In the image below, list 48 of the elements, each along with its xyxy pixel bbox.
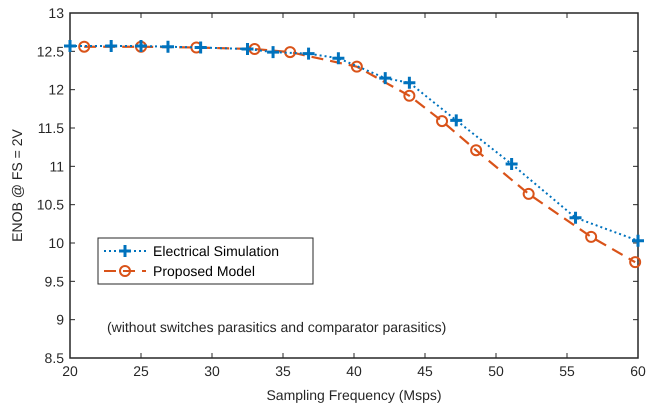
x-tick-label: 45 [417, 363, 433, 379]
point [378, 70, 393, 86]
point [160, 39, 176, 54]
point [522, 188, 535, 200]
point [403, 90, 416, 102]
x-tick-label: 35 [275, 363, 291, 379]
y-tick-label: 9 [56, 312, 64, 328]
annotation: (without switches parasitics and comparator parasitics) [107, 319, 446, 335]
point [78, 40, 90, 53]
y-tick-label: 8.5 [44, 350, 64, 366]
x-tick-label: 20 [62, 363, 78, 379]
point [436, 115, 448, 128]
point [62, 38, 78, 54]
x-tick-label: 60 [630, 363, 646, 379]
point [504, 156, 520, 172]
point [104, 38, 119, 54]
point [402, 75, 417, 90]
point [568, 210, 584, 226]
point [448, 112, 464, 128]
point [585, 230, 598, 243]
y-tick-label: 12 [48, 82, 64, 98]
y-tick-label: 9.5 [44, 273, 64, 290]
y-tick-label: 11.5 [38, 120, 64, 136]
point [284, 46, 296, 58]
x-tick-label: 55 [559, 363, 575, 379]
x-tick-label: 40 [346, 363, 362, 379]
y-tick-label: 10.5 [36, 196, 64, 213]
x-tick-label: 30 [204, 363, 220, 379]
x-tick-label: 50 [488, 363, 504, 379]
point [301, 46, 316, 62]
point [266, 44, 281, 60]
point [193, 40, 208, 55]
point [470, 144, 482, 156]
x-axis-title: Sampling Frequency (Msps) [266, 387, 442, 403]
point [350, 60, 363, 73]
point [630, 233, 646, 248]
legend-label: Electrical Simulation [153, 243, 280, 259]
y-axis-title: ENOB @ FS = 2V [9, 128, 25, 242]
point [330, 50, 346, 66]
legend-label: Proposed Model [153, 263, 255, 279]
y-tick-label: 13 [48, 5, 64, 21]
y-tick-label: 12.5 [36, 43, 64, 60]
point [248, 43, 261, 56]
x-tick-label: 25 [133, 363, 149, 379]
y-tick-label: 10 [48, 235, 64, 251]
point [240, 42, 255, 57]
point [629, 256, 642, 268]
y-tick-label: 11 [49, 158, 64, 174]
